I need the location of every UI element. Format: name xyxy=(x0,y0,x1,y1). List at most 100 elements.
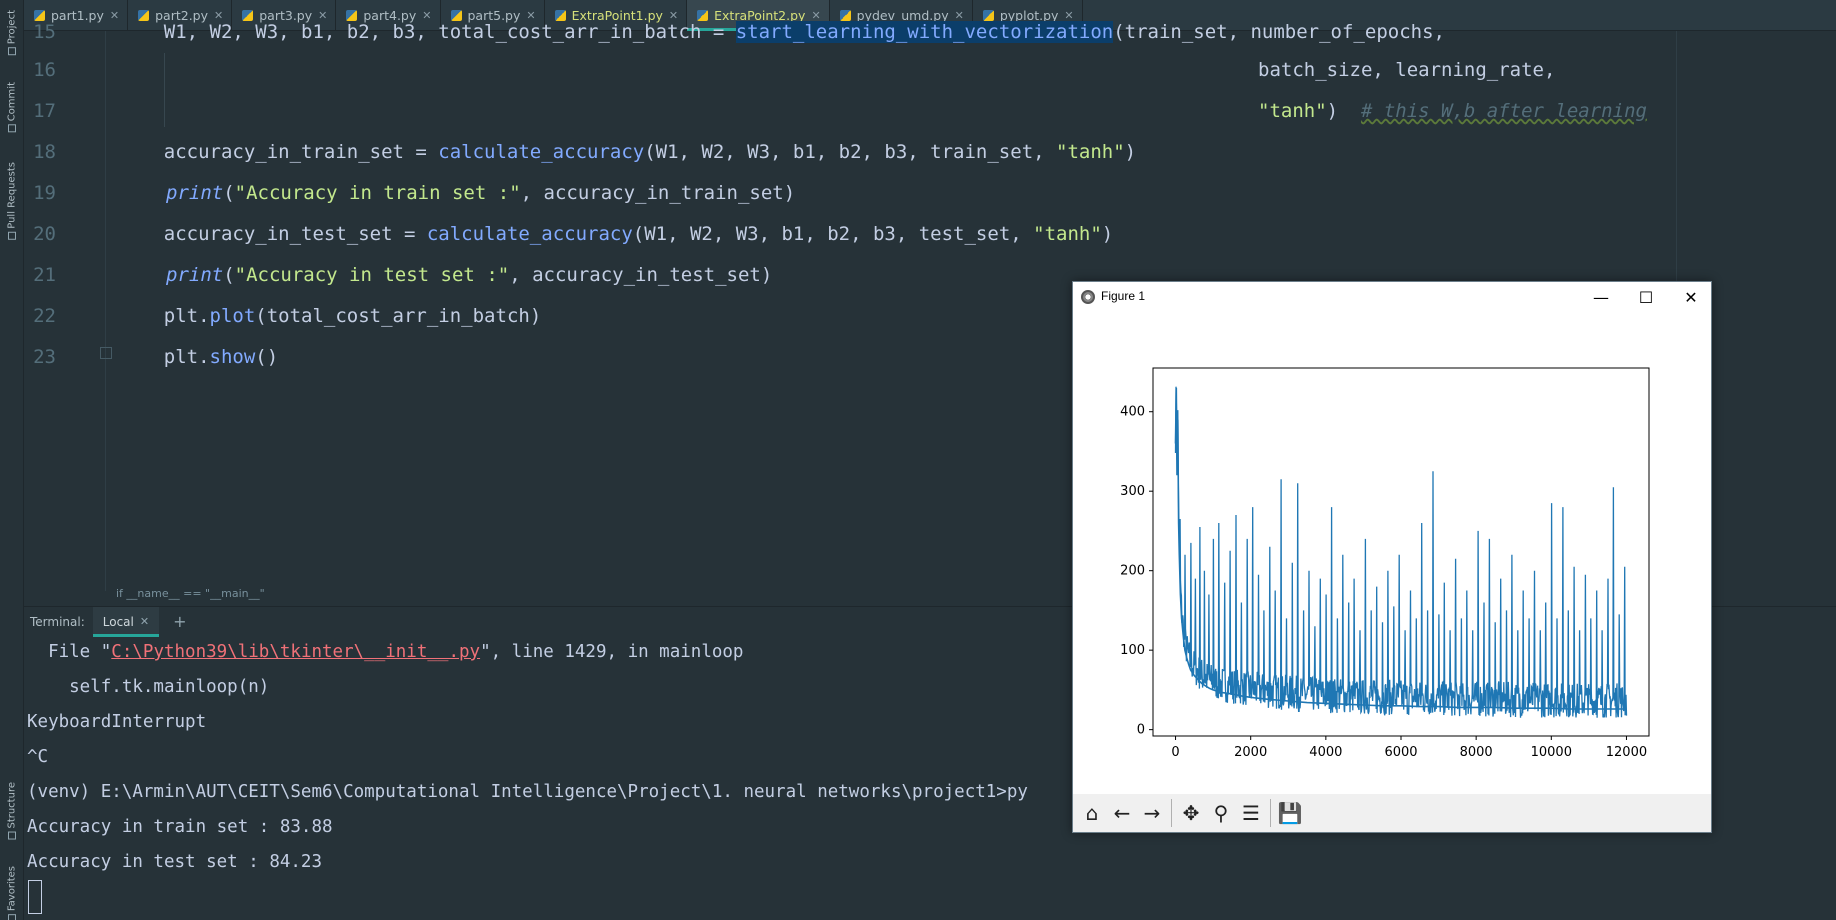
close-icon[interactable]: ✕ xyxy=(139,615,150,628)
commit-tool-button[interactable]: Commit xyxy=(3,82,21,133)
code-line-16: batch_size, learning_rate, xyxy=(1258,59,1556,81)
code-line-23: plt.show() xyxy=(118,346,278,368)
terminal-line: File "C:\Python39\lib\tkinter\__init__.p… xyxy=(27,642,743,662)
figure-titlebar[interactable]: Figure 1 — ☐ ✕ xyxy=(1073,282,1711,312)
pull-request-icon xyxy=(8,231,16,240)
line-number: 22 xyxy=(33,305,56,327)
code-token-builtin: print xyxy=(166,264,224,286)
terminal-line: Accuracy in train set : 83.88 xyxy=(27,817,333,837)
x-tick-label: 8000 xyxy=(1460,745,1493,760)
python-file-icon xyxy=(697,10,709,21)
terminal-line: (venv) E:\Armin\AUT\CEIT\Sem6\Computatio… xyxy=(27,782,1028,802)
indent-guide xyxy=(164,53,165,127)
breadcrumb[interactable]: if __name__ == "__main__" xyxy=(116,587,265,600)
close-icon[interactable]: ✕ xyxy=(109,9,120,22)
code-token-function: start_learning_with_vectorization xyxy=(735,21,1114,43)
x-tick-label: 10000 xyxy=(1531,745,1572,760)
terminal-output[interactable]: File "C:\Python39\lib\tkinter\__init__.p… xyxy=(24,636,1836,920)
fold-marker[interactable] xyxy=(100,347,112,359)
configure-subplots-button[interactable]: ☰ xyxy=(1242,801,1260,825)
code-token-function: plot xyxy=(209,305,256,327)
home-button[interactable]: ⌂ xyxy=(1085,801,1099,825)
code-token-string: "tanh" xyxy=(1258,100,1327,122)
line-number: 18 xyxy=(33,141,56,163)
python-file-icon xyxy=(138,10,150,21)
y-tick-label: 100 xyxy=(1120,643,1145,658)
tab-part2[interactable]: part2.py ✕ xyxy=(128,0,233,31)
tab-pyplot[interactable]: pyplot.py ✕ xyxy=(973,0,1083,31)
save-figure-button[interactable]: 💾 xyxy=(1277,801,1303,825)
code-comment: # this W,b after learning xyxy=(1360,100,1647,122)
line-number: 17 xyxy=(33,100,56,122)
tab-label: pydev_umd.py xyxy=(856,8,949,23)
back-button[interactable]: ← xyxy=(1113,801,1131,825)
tab-extrapoint1[interactable]: ExtraPoint1.py ✕ xyxy=(545,0,688,31)
close-icon[interactable]: ✕ xyxy=(668,9,679,22)
figure-toolbar: ⌂ ← → ✥ ⚲ ☰ 💾 xyxy=(1073,794,1711,832)
python-file-icon xyxy=(34,10,45,21)
code-line-19: print("Accuracy in train set :", accurac… xyxy=(166,182,795,204)
code-token-string: "tanh" xyxy=(1056,141,1125,163)
figure-title: Figure 1 xyxy=(1101,289,1146,303)
maximize-button[interactable]: ☐ xyxy=(1638,287,1654,307)
structure-label: Structure xyxy=(6,782,18,829)
code-token: accuracy_in_test_set = xyxy=(118,223,427,245)
line-number-gutter: 15 16 17 18 19 20 21 22 23 xyxy=(24,21,106,591)
y-tick-label: 0 xyxy=(1137,723,1145,738)
pull-requests-tool-button[interactable]: Pull Requests xyxy=(3,162,21,240)
close-icon[interactable]: ✕ xyxy=(811,9,821,22)
x-tick-label: 0 xyxy=(1171,745,1179,760)
code-token: plt. xyxy=(118,346,210,368)
code-line-22: plt.plot(total_cost_arr_in_batch) xyxy=(118,305,542,327)
favorites-tool-button[interactable]: Favorites xyxy=(3,866,21,920)
terminal-tab-local[interactable]: Local ✕ xyxy=(92,606,160,637)
pull-requests-label: Pull Requests xyxy=(6,162,18,229)
tab-part3[interactable]: part3.py ✕ xyxy=(232,0,337,31)
toolbar-separator xyxy=(1171,799,1172,827)
line-number: 20 xyxy=(33,223,56,245)
terminal-text: File " xyxy=(27,642,112,662)
tab-part5[interactable]: part5.py ✕ xyxy=(441,0,545,31)
close-icon[interactable]: ✕ xyxy=(954,9,964,22)
tab-part4[interactable]: part4.py ✕ xyxy=(336,0,441,31)
terminal-line: KeyboardInterrupt xyxy=(27,712,207,732)
file-link[interactable]: C:\Python39\lib\tkinter\__init__.py xyxy=(111,642,481,662)
code-token: ) xyxy=(1101,223,1114,245)
close-icon[interactable]: ✕ xyxy=(422,9,432,22)
tab-part1[interactable]: part1.py ✕ xyxy=(24,0,129,31)
structure-tool-button[interactable]: Structure xyxy=(3,782,21,840)
forward-button[interactable]: → xyxy=(1143,801,1161,825)
code-token: ( xyxy=(223,264,235,286)
close-icon[interactable]: ✕ xyxy=(318,9,328,22)
matplotlib-app-icon xyxy=(1081,290,1095,304)
line-number: 16 xyxy=(33,59,56,81)
terminal-line: ^C xyxy=(27,747,49,767)
code-token: accuracy_in_train_set = xyxy=(118,141,439,163)
plot-canvas[interactable]: 0 2000 4000 6000 8000 10000 12000 0 100 200 300 40… xyxy=(1073,312,1711,826)
code-token-string: "Accuracy in test set :" xyxy=(234,264,510,286)
terminal-cursor xyxy=(28,880,42,914)
commit-label: Commit xyxy=(6,82,18,122)
code-line-17: "tanh") # this W,b after learning xyxy=(1258,100,1647,122)
x-tick-label: 4000 xyxy=(1309,745,1342,760)
figure-window[interactable]: Figure 1 — ☐ ✕ 0 2000 4000 6000 8000 10000 120… xyxy=(1072,281,1712,833)
line-number: 15 xyxy=(33,21,56,43)
code-line-18: accuracy_in_train_set = calculate_accura… xyxy=(118,141,1136,163)
zoom-button[interactable]: ⚲ xyxy=(1213,801,1229,825)
python-file-icon xyxy=(554,10,566,21)
new-terminal-button[interactable]: + xyxy=(173,612,187,631)
pan-button[interactable]: ✥ xyxy=(1182,801,1200,825)
project-tool-button[interactable]: Project xyxy=(3,10,21,56)
y-axis: 0 100 200 300 400 xyxy=(1120,405,1153,738)
close-window-button[interactable]: ✕ xyxy=(1684,287,1698,307)
tab-pydev-umd[interactable]: pydev_umd.py ✕ xyxy=(830,0,973,31)
close-icon[interactable]: ✕ xyxy=(214,9,224,22)
code-token: (W1, W2, W3, b1, b2, b3, test_set, xyxy=(632,223,1034,245)
code-token: plt. xyxy=(118,305,210,327)
python-file-icon xyxy=(982,10,994,21)
close-icon[interactable]: ✕ xyxy=(1064,9,1074,22)
tab-label: part3.py xyxy=(259,8,313,23)
tab-label: part2.py xyxy=(155,8,209,23)
minimize-button[interactable]: — xyxy=(1593,287,1609,307)
close-icon[interactable]: ✕ xyxy=(526,9,536,22)
